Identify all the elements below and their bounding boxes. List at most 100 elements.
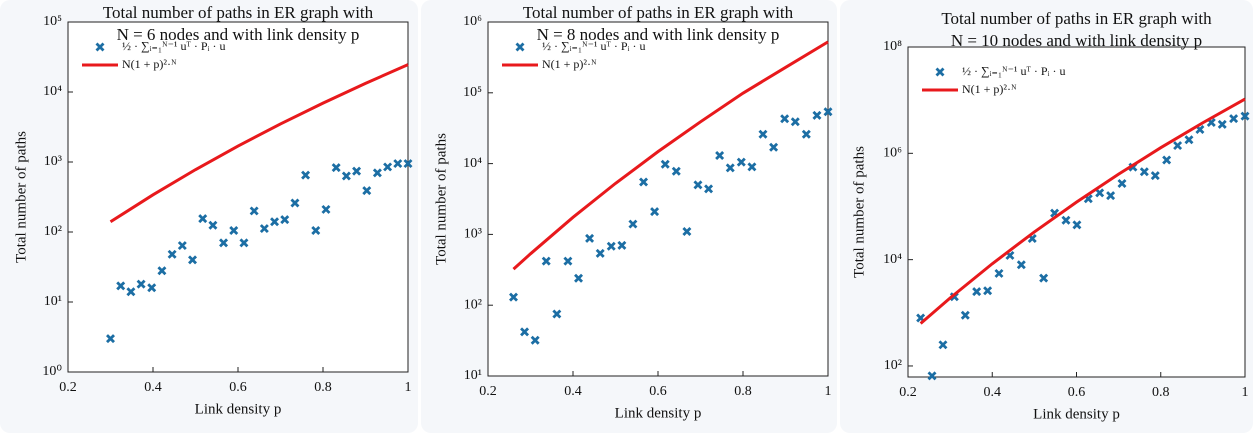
point: [331, 163, 341, 173]
point: [147, 283, 157, 293]
point: [239, 238, 249, 248]
point: [801, 129, 811, 139]
point: [341, 171, 351, 181]
y-tick-label: 10³: [44, 154, 62, 169]
line: [109, 63, 409, 224]
point: [509, 292, 518, 302]
chart-title: Total number of paths in ER graph with: [103, 3, 374, 22]
point: [362, 186, 372, 196]
point: [177, 241, 187, 251]
chart-title: N = 6 nodes and with link density p: [117, 25, 360, 44]
legend-label: ½ · ∑ᵢ₌₁ᴺ⁻¹ uᵀ · Pᵢ · u: [122, 39, 226, 53]
point: [552, 309, 562, 319]
point: [650, 207, 660, 217]
legend-label: ½ · ∑ᵢ₌₁ᴺ⁻¹ uᵀ · Pᵢ · u: [962, 64, 1066, 78]
point: [116, 281, 126, 291]
point: [585, 233, 595, 243]
point: [1173, 141, 1183, 151]
x-tick-label: 0.2: [59, 380, 77, 395]
x-tick-label: 0.6: [649, 384, 667, 399]
chart-title: Total number of paths in ER graph with: [523, 3, 794, 22]
point: [290, 198, 300, 208]
chart-title: N = 10 nodes and with link density p: [951, 31, 1202, 50]
point: [671, 166, 681, 176]
legend-marker: [95, 42, 105, 52]
point: [927, 371, 937, 381]
point: [1016, 260, 1026, 270]
point: [563, 256, 573, 266]
legend-label: N(1 + p)²·ᴺ: [962, 82, 1017, 96]
point: [617, 240, 627, 250]
point: [725, 163, 735, 173]
x-tick-label: 0.6: [229, 380, 247, 395]
x-tick-label: 1: [405, 380, 412, 395]
x-tick-label: 1: [825, 384, 832, 399]
y-tick-label: 10⁴: [463, 156, 482, 171]
x-tick-label: 0.4: [984, 385, 1002, 400]
x-tick-label: 1: [1242, 385, 1249, 400]
point: [769, 142, 779, 152]
x-axis-label: Link density p: [615, 405, 702, 421]
y-tick-label: 10⁸: [883, 39, 902, 54]
point: [403, 159, 413, 169]
point: [1139, 167, 1149, 177]
point: [229, 226, 239, 236]
legend-label: ½ · ∑ᵢ₌₁ᴺ⁻¹ uᵀ · Pᵢ · u: [542, 39, 646, 53]
point: [167, 249, 177, 259]
point: [1061, 215, 1071, 225]
point: [259, 224, 269, 234]
point: [1039, 273, 1049, 283]
point: [704, 184, 714, 194]
point: [219, 238, 229, 248]
point: [715, 151, 725, 161]
point: [660, 159, 670, 169]
point: [383, 162, 393, 172]
y-tick-label: 10⁵: [463, 85, 482, 100]
y-tick-label: 10⁶: [463, 14, 482, 29]
point: [1150, 171, 1160, 181]
point: [126, 287, 136, 297]
point: [530, 335, 540, 345]
point: [574, 273, 584, 283]
point: [541, 256, 551, 266]
x-tick-label: 0.8: [314, 380, 332, 395]
legend-marker: [935, 67, 945, 77]
point: [682, 226, 692, 236]
point: [1106, 191, 1116, 201]
point: [606, 241, 616, 251]
point: [136, 279, 146, 289]
point: [280, 215, 290, 225]
point: [1217, 119, 1227, 129]
point: [780, 114, 790, 124]
point: [972, 287, 982, 297]
chart-title: N = 8 nodes and with link density p: [537, 25, 780, 44]
point: [301, 170, 311, 180]
point: [249, 206, 259, 216]
point: [595, 248, 605, 258]
point: [188, 255, 198, 265]
y-tick-label: 10³: [464, 227, 482, 242]
y-tick-label: 10²: [884, 358, 902, 373]
point: [198, 214, 208, 224]
plot-area: [67, 21, 409, 373]
point: [1072, 220, 1082, 230]
point: [823, 107, 833, 117]
point: [106, 334, 115, 344]
point: [372, 168, 382, 178]
y-axis-label: Total number of paths: [851, 146, 867, 278]
point: [352, 166, 362, 176]
y-tick-label: 10⁵: [43, 14, 62, 29]
point: [938, 340, 948, 350]
legend-label: N(1 + p)²·ᴺ: [542, 57, 597, 71]
point: [693, 180, 703, 190]
legend-marker: [515, 42, 525, 52]
y-tick-label: 10¹: [464, 368, 482, 383]
line: [919, 97, 1246, 325]
point: [639, 177, 649, 187]
point: [208, 220, 218, 230]
point: [520, 327, 530, 337]
x-tick-label: 0.8: [1152, 385, 1170, 400]
point: [1162, 155, 1172, 165]
point: [157, 266, 167, 276]
